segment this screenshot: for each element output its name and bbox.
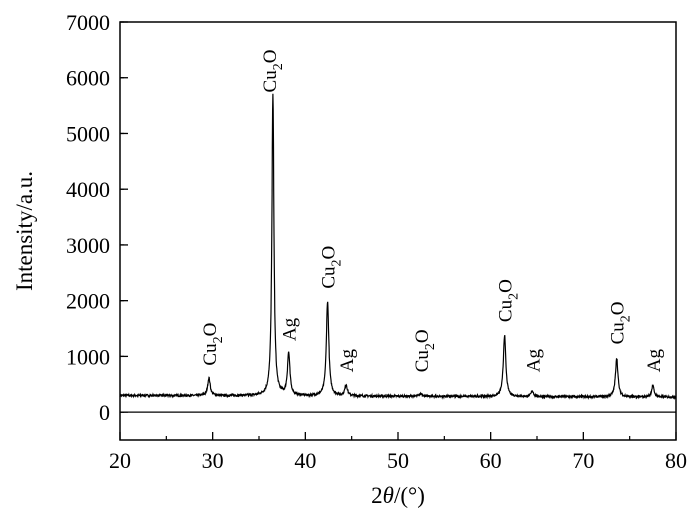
series-line — [119, 93, 677, 401]
x-tick-label: 30 — [202, 448, 224, 473]
y-axis-label: Intensity/a.u. — [12, 171, 37, 291]
peak-label: Cu2O — [412, 329, 438, 372]
peak-label: Ag — [280, 317, 301, 341]
y-tick-label: 5000 — [66, 121, 110, 146]
peak-label: Cu2O — [496, 279, 522, 322]
y-tick-label: 2000 — [66, 289, 110, 314]
y-tick-label: 0 — [99, 400, 110, 425]
x-tick-label: 60 — [480, 448, 502, 473]
peak-label: Cu2O — [319, 246, 345, 289]
peak-label: Cu2O — [608, 301, 634, 344]
y-tick-label: 4000 — [66, 177, 110, 202]
x-axis-label: 2θ/(°) — [371, 483, 425, 508]
plot-frame — [119, 21, 677, 441]
x-tick-label: 70 — [572, 448, 594, 473]
x-tick-label: 40 — [294, 448, 316, 473]
x-tick-label: 50 — [387, 448, 409, 473]
x-tick-label: 80 — [665, 448, 687, 473]
peak-label: Ag — [337, 349, 358, 373]
peak-label: Cu2O — [260, 50, 286, 93]
y-tick-label: 7000 — [66, 10, 110, 35]
y-tick-label: 1000 — [66, 344, 110, 369]
axis-ticks: 20 30 40 50 60 70 80 0 1000 2000 3000 4000 5000 6000 7… — [66, 10, 687, 473]
peak-label: Cu2O — [200, 323, 226, 366]
peak-label: Ag — [523, 349, 544, 373]
x-tick-label: 20 — [109, 448, 131, 473]
y-tick-label: 6000 — [66, 66, 110, 91]
peak-label: Ag — [644, 349, 665, 373]
y-tick-label: 3000 — [66, 233, 110, 258]
peak-labels: Cu2O Cu2O Ag Cu2O Ag Cu2O Cu2O Ag Cu2O Ag — [200, 50, 665, 373]
